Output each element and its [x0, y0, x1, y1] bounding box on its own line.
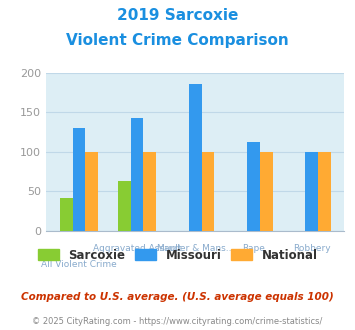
Text: 2019 Sarcoxie: 2019 Sarcoxie [117, 8, 238, 23]
Text: Robbery: Robbery [293, 244, 331, 253]
Text: Murder & Mans...: Murder & Mans... [157, 244, 234, 253]
Text: © 2025 CityRating.com - https://www.cityrating.com/crime-statistics/: © 2025 CityRating.com - https://www.city… [32, 317, 323, 326]
Legend: Sarcoxie, Missouri, National: Sarcoxie, Missouri, National [33, 244, 322, 266]
Text: All Violent Crime: All Violent Crime [41, 259, 117, 269]
Text: Violent Crime Comparison: Violent Crime Comparison [66, 33, 289, 48]
Bar [60, 198, 72, 231]
Bar [318, 152, 331, 231]
Bar [202, 152, 214, 231]
Text: Aggravated Assault: Aggravated Assault [93, 244, 181, 253]
Bar [189, 84, 202, 231]
Text: Compared to U.S. average. (U.S. average equals 100): Compared to U.S. average. (U.S. average … [21, 292, 334, 302]
Bar [143, 152, 156, 231]
Bar [131, 118, 143, 231]
Bar [247, 142, 260, 231]
Bar [118, 181, 131, 231]
Bar [72, 128, 85, 231]
Bar [85, 152, 98, 231]
Bar [260, 152, 273, 231]
Text: Rape: Rape [242, 244, 265, 253]
Bar [305, 152, 318, 231]
